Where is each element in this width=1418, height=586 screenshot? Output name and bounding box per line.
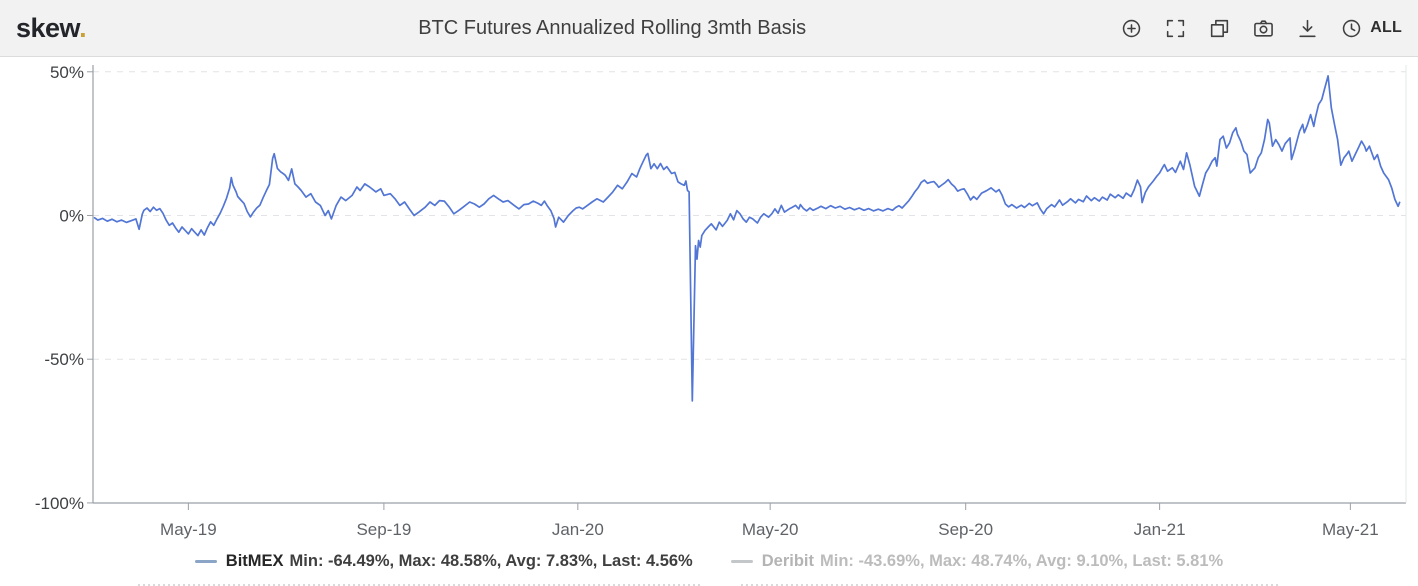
legend-series-name: BitMEX <box>225 551 284 570</box>
fullscreen-icon[interactable] <box>1164 17 1187 40</box>
skew-logo[interactable]: skew. <box>16 12 87 44</box>
legend-row-1: BitMEX Min: -64.49%, Max: 48.58%, Avg: 7… <box>0 549 1418 573</box>
time-range-selector[interactable]: ALL <box>1340 17 1402 40</box>
time-range-all-label: ALL <box>1370 19 1402 36</box>
legend-series-stats: Min: -43.69%, Max: 48.74%, Avg: 9.10%, L… <box>820 551 1224 570</box>
download-icon[interactable] <box>1296 17 1319 40</box>
chart-title: BTC Futures Annualized Rolling 3mth Basi… <box>418 16 807 39</box>
svg-text:0%: 0% <box>59 207 84 226</box>
svg-text:Sep-20: Sep-20 <box>938 520 993 539</box>
compare-series-icon[interactable] <box>1208 17 1231 40</box>
logo-dot: . <box>79 12 87 43</box>
legend-series-name: Deribit <box>761 551 814 570</box>
zoom-in-icon[interactable] <box>1120 17 1143 40</box>
legend-marker-bitmex <box>194 559 217 563</box>
svg-text:May-21: May-21 <box>1322 520 1379 539</box>
legend-row-clipped[interactable] <box>0 579 1418 586</box>
legend-clipped-entry <box>740 584 1281 586</box>
chart-legend: BitMEX Min: -64.49%, Max: 48.58%, Avg: 7… <box>0 549 1418 586</box>
svg-text:Sep-19: Sep-19 <box>356 520 411 539</box>
clock-icon <box>1340 17 1363 40</box>
svg-text:May-20: May-20 <box>742 520 799 539</box>
svg-text:Jan-20: Jan-20 <box>552 520 604 539</box>
legend-item-bitmex[interactable]: BitMEX Min: -64.49%, Max: 48.58%, Avg: 7… <box>194 551 693 571</box>
plot-area[interactable]: 50% 0% -50% -100% May-19 Sep-19 Jan-20 May-20 Se… <box>0 57 1418 586</box>
logo-text: skew <box>16 12 80 43</box>
legend-item-deribit[interactable]: Deribit Min: -43.69%, Max: 48.74%, Avg: … <box>730 551 1224 571</box>
legend-marker-deribit <box>730 559 753 563</box>
header-bar: skew. BTC Futures Annualized Rolling 3mt… <box>0 0 1418 57</box>
svg-text:50%: 50% <box>50 63 84 82</box>
legend-series-stats: Min: -64.49%, Max: 48.58%, Avg: 7.83%, L… <box>289 551 693 570</box>
legend-clipped-entry <box>137 584 703 586</box>
chart-container: 50% 0% -50% -100% May-19 Sep-19 Jan-20 May-20 Se… <box>0 57 1418 586</box>
svg-text:-50%: -50% <box>44 350 84 369</box>
svg-text:May-19: May-19 <box>160 520 217 539</box>
chart-toolbar: ALL <box>1120 17 1402 40</box>
screenshot-icon[interactable] <box>1252 17 1275 40</box>
svg-text:Jan-21: Jan-21 <box>1134 520 1186 539</box>
svg-text:-100%: -100% <box>35 494 84 513</box>
